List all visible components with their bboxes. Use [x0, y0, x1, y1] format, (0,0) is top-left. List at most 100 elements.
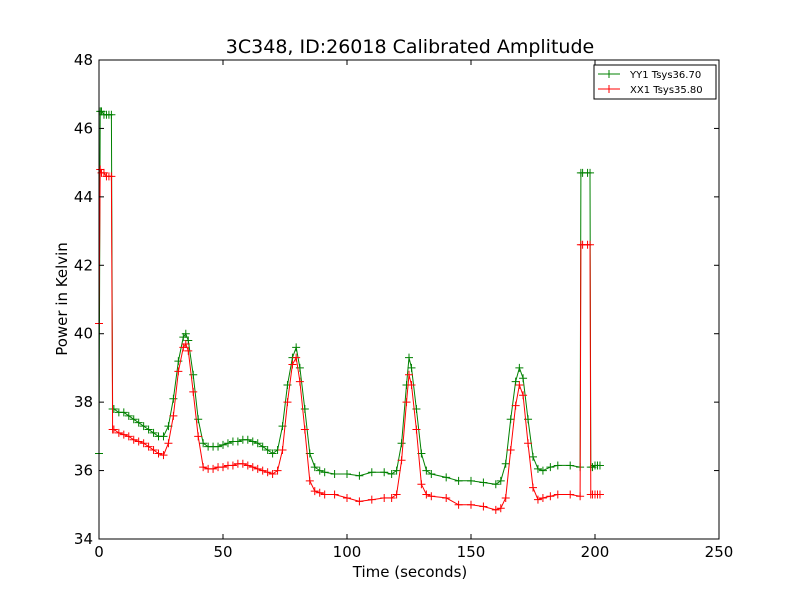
data-point — [315, 488, 324, 497]
data-point — [524, 439, 533, 448]
legend-swatch-marker — [605, 70, 613, 78]
series-line-1 — [98, 169, 600, 511]
data-point — [199, 439, 208, 448]
data-point — [139, 422, 148, 431]
data-point — [181, 339, 190, 348]
data-point — [529, 483, 537, 492]
data-point — [380, 468, 389, 477]
data-point — [253, 439, 262, 448]
legend-box — [593, 64, 717, 100]
data-point — [223, 439, 232, 448]
x-tick-label: 150 — [457, 543, 486, 561]
data-point — [407, 381, 416, 390]
legend-label: XX1 Tsys35.80 — [630, 85, 703, 96]
data-point — [392, 466, 401, 475]
data-point — [114, 428, 123, 437]
chart-title: 3C348, ID:26018 Calibrated Amplitude — [226, 36, 594, 58]
data-point — [511, 401, 520, 410]
data-point — [454, 500, 463, 509]
data-point — [169, 394, 178, 403]
data-point — [566, 461, 575, 470]
data-point — [479, 478, 488, 487]
data-point — [407, 363, 416, 372]
x-tick-label: 100 — [333, 543, 362, 561]
data-point — [367, 495, 376, 504]
data-point — [310, 463, 319, 472]
data-point — [515, 381, 524, 390]
data-point — [288, 360, 297, 369]
data-point — [199, 463, 208, 472]
data-point — [586, 168, 595, 177]
y-tick-label: 46 — [74, 119, 93, 137]
data-point — [258, 442, 267, 451]
data-point — [320, 468, 329, 477]
legend-swatch-marker — [605, 85, 613, 93]
data-point — [248, 463, 257, 472]
data-point — [219, 463, 227, 472]
data-point — [300, 404, 309, 413]
data-point — [417, 480, 426, 489]
data-point — [442, 473, 451, 482]
data-point — [129, 415, 138, 424]
series-layer — [95, 107, 604, 514]
data-point — [273, 466, 282, 475]
data-point — [96, 165, 105, 174]
data-point — [283, 398, 292, 407]
data-point — [506, 415, 515, 424]
data-point — [154, 449, 163, 458]
data-point — [159, 451, 168, 460]
data-point — [405, 353, 413, 362]
data-point — [576, 492, 585, 501]
x-tick-label: 250 — [705, 543, 734, 561]
data-point — [144, 425, 153, 434]
data-point — [144, 442, 153, 451]
y-axis-label: Power in Kelvin — [53, 242, 71, 356]
y-tick-label: 44 — [74, 188, 93, 206]
data-point — [124, 432, 133, 441]
data-point — [529, 452, 537, 461]
data-point — [491, 505, 500, 514]
data-point — [501, 493, 510, 502]
data-point — [330, 469, 339, 478]
data-point — [479, 502, 488, 511]
data-point — [533, 495, 542, 504]
data-point — [295, 363, 304, 372]
data-point — [139, 439, 148, 448]
data-point — [506, 446, 515, 455]
data-point — [109, 425, 118, 434]
data-point — [134, 437, 143, 446]
data-point — [355, 497, 364, 506]
x-tick-label: 0 — [94, 543, 104, 561]
y-tick-label: 38 — [74, 393, 93, 411]
data-point — [278, 446, 287, 455]
data-point — [209, 464, 218, 473]
data-point — [538, 466, 547, 475]
data-point — [268, 449, 277, 458]
data-point — [253, 464, 262, 473]
data-point — [427, 469, 436, 478]
data-point — [305, 476, 314, 485]
data-point — [159, 432, 168, 441]
data-point — [422, 466, 431, 475]
data-point — [533, 464, 542, 473]
data-point — [355, 471, 364, 480]
data-point — [367, 468, 376, 477]
data-point — [119, 408, 128, 417]
data-point — [258, 466, 267, 475]
data-point — [107, 172, 116, 181]
series-line-0 — [98, 110, 600, 485]
data-point — [263, 446, 272, 455]
data-point — [422, 490, 431, 499]
data-point — [295, 377, 304, 386]
data-point — [248, 437, 257, 446]
data-point — [134, 418, 143, 427]
data-point — [124, 411, 133, 420]
data-point — [194, 432, 203, 441]
data-point — [515, 363, 524, 372]
data-point — [189, 370, 198, 379]
data-point — [553, 461, 562, 470]
data-point — [181, 329, 190, 338]
data-point — [397, 439, 406, 448]
